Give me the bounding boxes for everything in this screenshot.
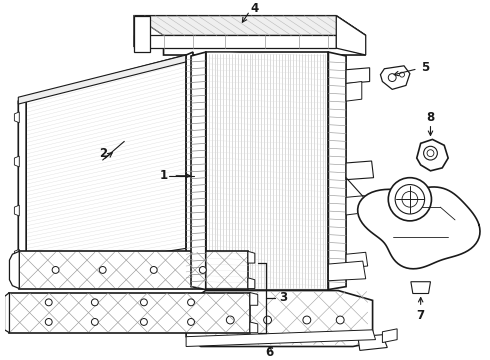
Circle shape: [45, 299, 52, 306]
Polygon shape: [191, 52, 206, 289]
Circle shape: [188, 319, 195, 325]
Circle shape: [399, 72, 404, 77]
Polygon shape: [186, 52, 193, 289]
Polygon shape: [248, 251, 255, 263]
Circle shape: [141, 319, 147, 325]
Polygon shape: [18, 55, 186, 104]
Text: 8: 8: [426, 111, 435, 124]
Polygon shape: [411, 282, 431, 293]
Circle shape: [336, 316, 344, 324]
Polygon shape: [328, 261, 366, 281]
Circle shape: [92, 299, 98, 306]
Circle shape: [264, 316, 271, 324]
Circle shape: [388, 74, 396, 81]
Polygon shape: [417, 139, 448, 171]
Text: 1: 1: [159, 169, 168, 182]
Polygon shape: [14, 205, 19, 216]
Circle shape: [99, 266, 106, 273]
Text: 3: 3: [279, 291, 288, 305]
Polygon shape: [380, 66, 410, 89]
Circle shape: [45, 319, 52, 325]
Polygon shape: [346, 161, 373, 180]
Polygon shape: [346, 195, 369, 215]
Polygon shape: [346, 252, 368, 268]
Polygon shape: [346, 68, 369, 84]
Polygon shape: [18, 248, 186, 283]
Polygon shape: [4, 293, 9, 333]
Polygon shape: [248, 278, 255, 289]
Polygon shape: [134, 35, 336, 48]
Circle shape: [199, 266, 206, 273]
Polygon shape: [134, 16, 366, 55]
Text: 6: 6: [266, 346, 273, 359]
Circle shape: [150, 266, 157, 273]
Text: 7: 7: [416, 309, 425, 321]
Polygon shape: [134, 16, 366, 35]
Circle shape: [303, 316, 311, 324]
Polygon shape: [250, 322, 258, 333]
Polygon shape: [9, 293, 250, 333]
Circle shape: [395, 185, 425, 214]
Polygon shape: [186, 330, 375, 346]
Circle shape: [402, 192, 418, 207]
Circle shape: [92, 319, 98, 325]
Text: 2: 2: [98, 147, 107, 159]
Polygon shape: [346, 81, 362, 101]
Polygon shape: [26, 55, 186, 279]
Circle shape: [52, 266, 59, 273]
Circle shape: [427, 150, 434, 157]
Polygon shape: [328, 52, 346, 289]
Polygon shape: [134, 16, 150, 52]
Polygon shape: [19, 251, 248, 289]
Circle shape: [141, 299, 147, 306]
Polygon shape: [14, 112, 19, 123]
Text: 4: 4: [251, 3, 259, 15]
Polygon shape: [14, 249, 19, 260]
Polygon shape: [336, 16, 366, 55]
Polygon shape: [14, 156, 19, 167]
Polygon shape: [358, 187, 480, 269]
Circle shape: [388, 178, 432, 221]
Polygon shape: [250, 293, 258, 305]
Polygon shape: [9, 251, 19, 289]
Polygon shape: [18, 97, 26, 279]
Polygon shape: [382, 329, 397, 343]
Polygon shape: [186, 291, 372, 346]
Circle shape: [226, 316, 234, 324]
Text: 5: 5: [421, 61, 430, 74]
Polygon shape: [358, 335, 387, 350]
Circle shape: [188, 299, 195, 306]
Circle shape: [424, 146, 438, 160]
Polygon shape: [206, 52, 328, 289]
